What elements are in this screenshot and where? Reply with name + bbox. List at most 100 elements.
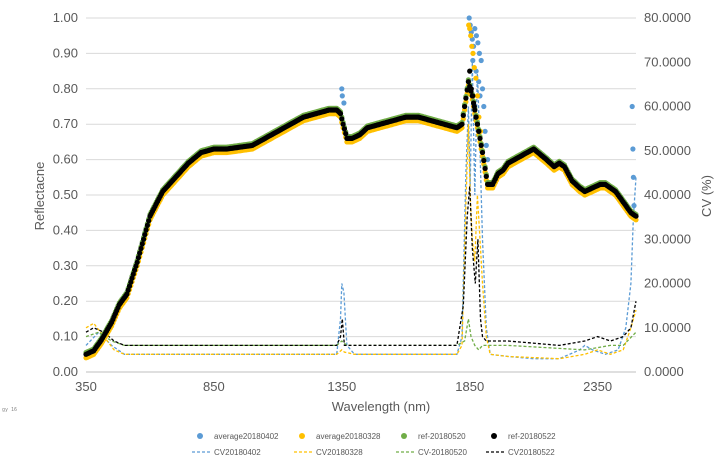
x-tick-label: 2350 — [583, 379, 612, 394]
y2-tick-label: 60.0000 — [644, 99, 691, 114]
legend-label: average20180328 — [316, 432, 381, 441]
y2-tick-label: 40.0000 — [644, 187, 691, 202]
data-point — [340, 121, 346, 127]
x-tick-label: 1850 — [455, 379, 484, 394]
data-point — [481, 157, 487, 164]
data-point — [633, 213, 639, 219]
y-axis-title: Reflectacne — [32, 162, 47, 231]
legend-label: CV-20180520 — [418, 448, 467, 457]
legend-marker-ref-20180522 — [491, 433, 497, 439]
data-point — [633, 217, 639, 223]
data-point — [483, 142, 489, 148]
y-tick-label: 0.50 — [53, 187, 78, 202]
data-point — [339, 93, 345, 99]
data-point — [476, 79, 482, 85]
axes: 0.00 0.10 0.20 0.30 0.40 0.50 0.60 0.70 0.80 0.90… — [53, 10, 691, 394]
legend: average20180402 average20180328 ref-201805… — [192, 432, 556, 457]
data-point — [463, 95, 469, 101]
data-point — [479, 86, 486, 92]
data-point — [468, 86, 474, 92]
data-point — [474, 121, 480, 127]
data-point — [146, 218, 152, 224]
data-point — [469, 43, 475, 49]
gridlines — [86, 17, 636, 373]
y2-tick-label: 10.0000 — [644, 320, 691, 335]
data-point — [483, 173, 489, 179]
marker-series-ref-20180520 — [83, 77, 639, 356]
data-point — [470, 93, 476, 99]
data-point — [477, 135, 483, 141]
legend-label: ref-20180522 — [508, 432, 556, 441]
data-point — [459, 121, 465, 127]
data-point — [466, 15, 472, 21]
data-point — [343, 131, 349, 137]
data-point — [629, 103, 635, 110]
data-point — [482, 165, 488, 172]
data-point — [482, 128, 488, 134]
cv-line-CV20180522 — [85, 186, 637, 347]
data-point — [135, 255, 141, 261]
data-point — [631, 203, 637, 209]
y2-tick-label: 80.0000 — [644, 10, 691, 25]
x-tick-label: 850 — [203, 379, 225, 394]
legend-label: CV20180328 — [316, 448, 363, 457]
data-point — [142, 232, 148, 238]
y-tick-label: 0.60 — [53, 152, 78, 167]
data-point — [468, 33, 474, 39]
legend-marker-average20180402 — [197, 433, 203, 439]
data-point — [470, 57, 476, 64]
x-axis-title: Wavelength (nm) — [332, 399, 431, 414]
data-point — [473, 75, 479, 81]
data-point — [137, 250, 143, 256]
data-point — [126, 283, 133, 289]
data-point — [481, 103, 487, 110]
y-tick-label: 0.90 — [53, 45, 78, 60]
legend-label: CV20180522 — [508, 448, 555, 457]
data-point — [133, 263, 139, 269]
data-point — [144, 222, 150, 228]
y-tick-label: 0.30 — [53, 258, 78, 273]
data-point — [473, 114, 479, 120]
data-point — [132, 267, 138, 273]
data-point — [471, 103, 477, 110]
data-point — [475, 40, 481, 46]
y-tick-label: 0.70 — [53, 116, 78, 131]
reflectance-markers — [83, 15, 639, 361]
data-point — [467, 68, 473, 74]
legend-label: CV20180402 — [214, 448, 261, 457]
data-point — [460, 112, 466, 118]
y-tick-label: 0.10 — [53, 329, 78, 344]
data-point — [143, 227, 149, 233]
data-point — [339, 116, 345, 122]
data-point — [474, 93, 480, 99]
data-point — [339, 86, 345, 92]
cv-lines — [85, 62, 637, 360]
data-point — [462, 103, 468, 110]
data-point — [471, 65, 477, 71]
data-point — [138, 245, 144, 252]
y-tick-label: 0.00 — [53, 364, 78, 379]
data-point — [337, 111, 344, 117]
data-point — [465, 79, 471, 85]
y2-tick-label: 0.0000 — [644, 364, 684, 379]
y-tick-label: 1.00 — [53, 10, 78, 25]
marker-series-ref-20180522 — [83, 68, 639, 357]
y2-axis-title: CV (%) — [699, 175, 714, 217]
x-tick-label: 1350 — [327, 379, 356, 394]
data-point — [130, 271, 136, 277]
data-point — [124, 291, 130, 297]
data-point — [630, 174, 637, 180]
legend-marker-ref-20180520 — [401, 433, 407, 439]
data-point — [134, 259, 140, 265]
y-tick-label: 0.20 — [53, 293, 78, 308]
data-point — [467, 26, 473, 32]
data-point — [478, 57, 484, 64]
legend-label: average20180402 — [214, 432, 279, 441]
cv-line-CV20180328 — [85, 124, 637, 360]
data-point — [341, 126, 347, 132]
data-point — [478, 142, 484, 148]
data-point — [470, 50, 476, 57]
data-point — [479, 149, 486, 156]
